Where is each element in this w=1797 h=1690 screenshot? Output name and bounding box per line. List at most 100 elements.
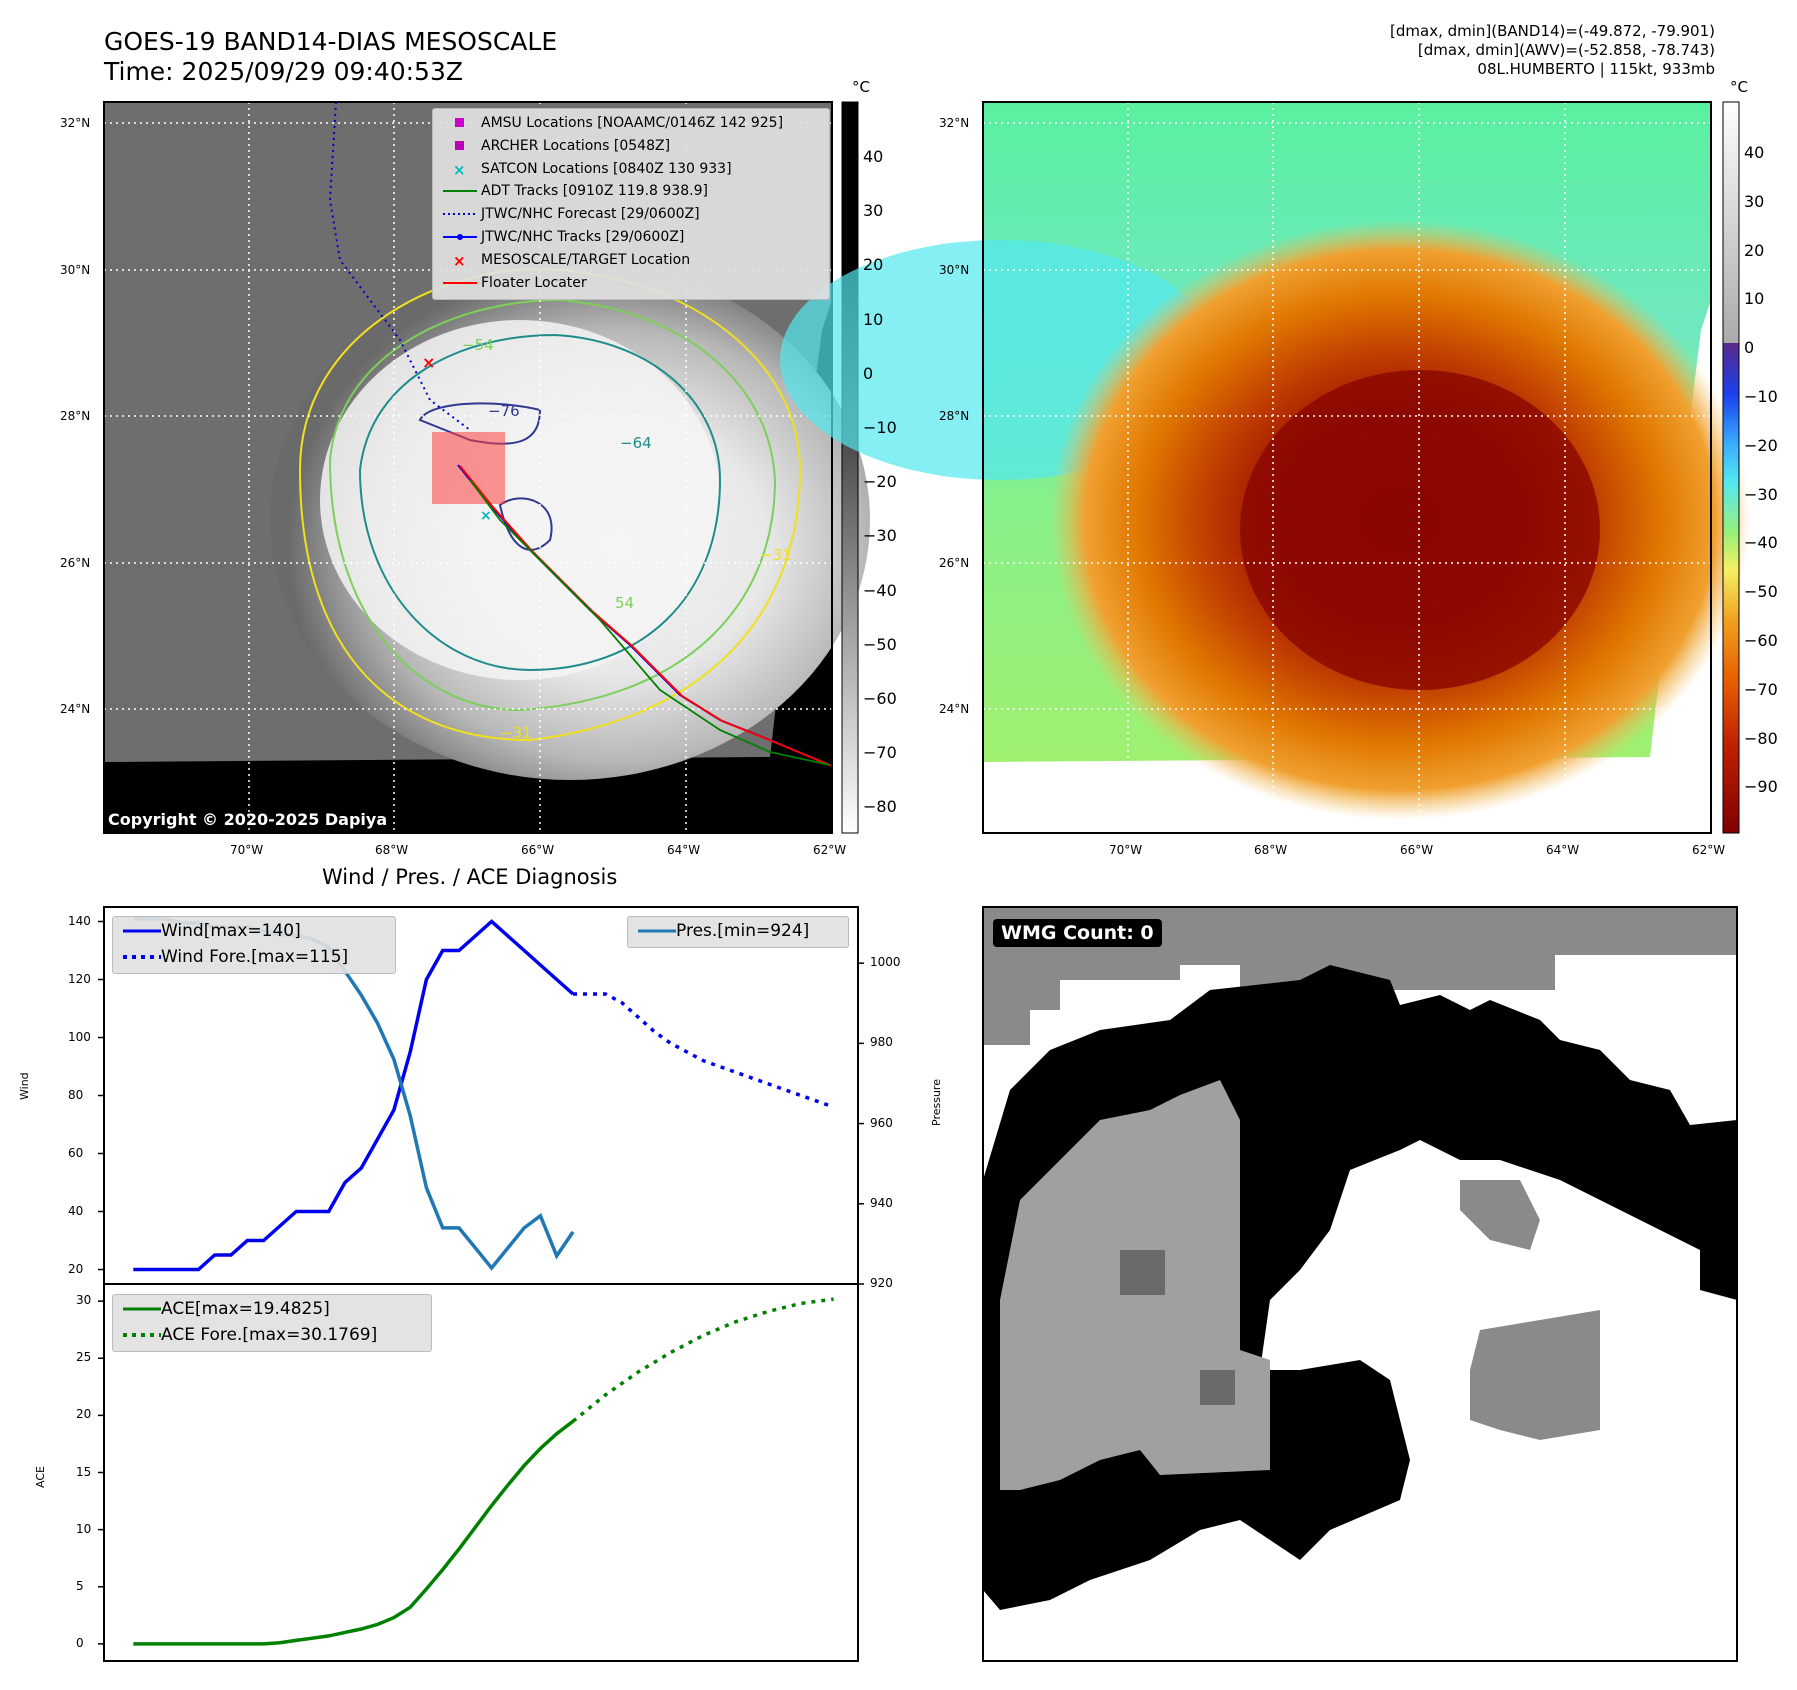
legend-line-icon	[123, 929, 161, 933]
awv-colorbar-tick: 10	[1744, 289, 1765, 309]
ace-tick-label: 5	[76, 1578, 84, 1593]
awv-colorbar-tick: 20	[1744, 240, 1765, 260]
legend-ace: ACE[max=19.4825]	[161, 1299, 330, 1319]
info-line-3: 08L.HUMBERTO | 115kt, 933mb	[1477, 60, 1715, 78]
awv-colorbar-tick: −40	[1744, 533, 1778, 553]
wind-legend: Wind[max=140] Wind Fore.[max=115]	[112, 916, 396, 974]
ir-legend: AMSU Locations [NOAAMC/0146Z 142 925] ARC…	[432, 108, 830, 300]
ir-lon-tick: 66°W	[521, 843, 555, 857]
awv-frame	[982, 101, 1712, 834]
awv-lat-tick: 28°N	[939, 409, 970, 423]
legend-line-icon	[443, 281, 477, 284]
legend-label: AMSU Locations [NOAAMC/0146Z 142 925]	[481, 115, 784, 131]
awv-lon-tick: 66°W	[1400, 843, 1434, 857]
awv-colorbar-tick: 40	[1744, 143, 1765, 162]
awv-colorbar-tick: 0	[1744, 338, 1755, 358]
contour-64	[358, 333, 722, 672]
ir-colorbar-tick: −50	[863, 634, 897, 654]
wind-tick-label: 80	[68, 1087, 84, 1102]
ace-tick-label: 15	[76, 1464, 92, 1479]
awv-colorbar	[1722, 101, 1740, 834]
awv-colorbar-tick: −70	[1744, 679, 1778, 699]
wmg-gray-region	[1470, 1310, 1600, 1440]
awv-colorbar-unit: °C	[1730, 78, 1748, 96]
contour-label: −76	[488, 402, 520, 420]
wmg-count-label: WMG Count: 0	[993, 919, 1162, 947]
awv-lon-tick: 70°W	[1109, 843, 1143, 857]
ace-forecast-series-line	[571, 1297, 834, 1423]
awv-colorbar-tick: −90	[1744, 777, 1778, 797]
storm-info: [dmax, dmin](BAND14)=(-49.872, -79.901) …	[1390, 22, 1715, 79]
legend-line-dot-icon	[443, 234, 477, 240]
legend-square-icon	[455, 140, 464, 150]
legend-dotted-icon	[443, 213, 477, 216]
ir-lon-tick: 68°W	[375, 843, 409, 857]
legend-wind: Wind[max=140]	[161, 921, 301, 941]
ace-tick-label: 10	[76, 1521, 92, 1536]
ir-cdo	[320, 320, 720, 680]
floater-track	[459, 465, 833, 767]
copyright-text: Copyright © 2020-2025 Dapiya	[108, 810, 388, 829]
diag-title: Wind / Pres. / ACE Diagnosis	[322, 865, 618, 889]
wmg-panel	[982, 906, 1738, 1662]
ir-lat-tick: 32°N	[60, 116, 91, 130]
diag-panel	[98, 906, 864, 1662]
ace-tick-label: 20	[76, 1407, 92, 1422]
pressure-tick-label: 960	[870, 1115, 893, 1130]
wind-tick-label: 40	[68, 1203, 84, 1218]
contour-54	[328, 298, 777, 712]
wind-tick-label: 100	[68, 1029, 91, 1044]
awv-colorbar-tick: −60	[1744, 631, 1778, 650]
wmg-frame	[982, 906, 1738, 1662]
legend-ace-fore: ACE Fore.[max=30.1769]	[161, 1325, 378, 1345]
legend-label: ARCHER Locations [0548Z]	[481, 137, 671, 154]
ir-colorbar-tick: 40	[863, 147, 884, 166]
awv-colorbar-tick: −50	[1744, 582, 1778, 602]
ace-axis-label: ACE	[34, 1466, 47, 1488]
wind-axis-label: Wind	[18, 1072, 31, 1100]
pressure-tick-label: 920	[870, 1276, 893, 1290]
legend-x-icon: ×	[453, 252, 466, 270]
contour-label: −64	[620, 434, 652, 452]
legend-label: JTWC/NHC Forecast [29/0600Z]	[481, 206, 700, 223]
ir-colorbar-tick: −40	[863, 580, 897, 600]
ace-tick-label: 30	[76, 1293, 92, 1308]
awv-colorbar-tick: 30	[1744, 191, 1765, 211]
ace-tick-label: 25	[76, 1350, 92, 1365]
awv-gridlines	[983, 102, 1711, 833]
legend-line-icon	[443, 190, 477, 193]
ir-colorbar-tick: −60	[863, 689, 897, 708]
ir-colorbar-tick: −10	[863, 418, 897, 437]
contour-label: −54	[462, 336, 494, 354]
ir-colorbar-tick: 20	[863, 255, 884, 275]
ir-lon-tick: 64°W	[667, 843, 701, 857]
awv-lon-tick: 68°W	[1254, 843, 1288, 857]
legend-line-icon	[638, 929, 676, 933]
contour-label: −31	[760, 546, 792, 564]
wind-series-line	[133, 919, 575, 1272]
ir-lat-tick: 28°N	[60, 409, 91, 423]
ir-colorbar-tick: 0	[863, 363, 874, 383]
ir-colorbar-tick: −20	[863, 472, 897, 492]
pressure-axis-label: Pressure	[930, 1079, 943, 1126]
ace-tick-label: 0	[76, 1635, 84, 1650]
awv-eye-region	[1240, 370, 1600, 690]
ir-frame	[103, 101, 833, 834]
pressure-tick-label: 940	[870, 1195, 893, 1210]
legend-square-icon	[455, 118, 464, 127]
awv-colorbar-tick: −80	[1744, 728, 1778, 748]
contour-label: −31	[500, 724, 532, 742]
pressure-tick-label: 1000	[870, 955, 901, 970]
awv-lat-tick: 30°N	[939, 263, 970, 277]
awv-panel	[780, 101, 1750, 834]
ir-lon-tick: 62°W	[813, 843, 847, 857]
ir-lon-tick: 70°W	[230, 843, 264, 857]
legend-x-icon: ×	[453, 161, 466, 179]
awv-colorbar-tick: −30	[1744, 484, 1778, 504]
adt-track	[469, 479, 831, 766]
title-line-1: GOES-19 BAND14-DIAS MESOSCALE	[104, 27, 558, 56]
info-line-1: [dmax, dmin](BAND14)=(-49.872, -79.901)	[1390, 22, 1715, 40]
legend-pres: Pres.[min=924]	[676, 921, 810, 941]
wmg-dark-gray-blob	[1200, 1370, 1235, 1405]
ace-legend: ACE[max=19.4825] ACE Fore.[max=30.1769]	[112, 1294, 432, 1352]
